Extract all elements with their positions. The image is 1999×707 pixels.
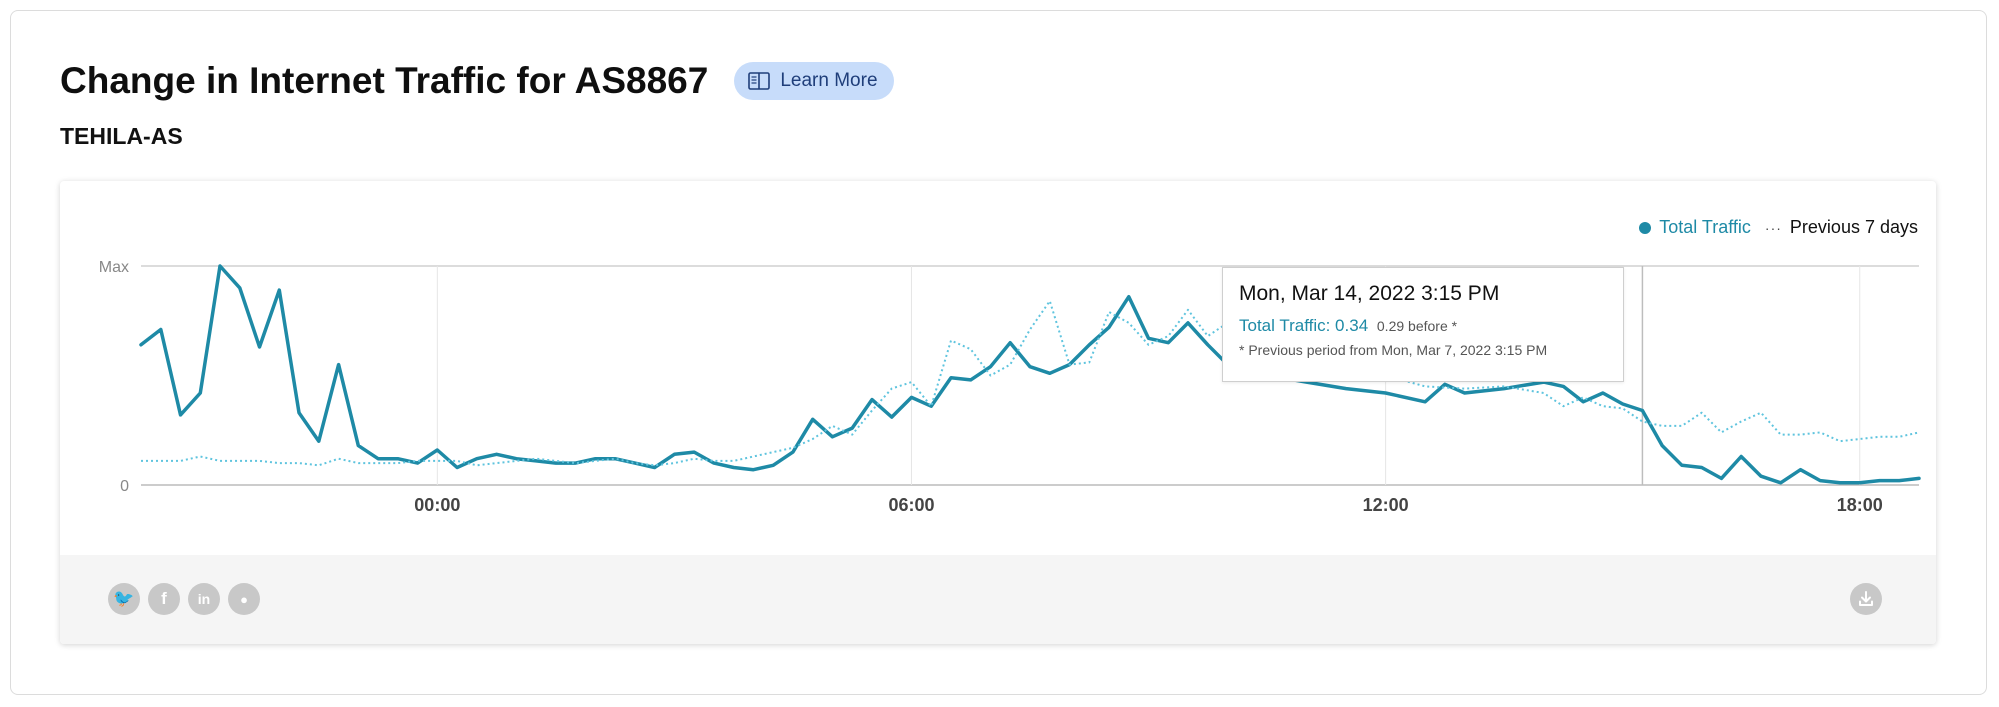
tooltip-date: Mon, Mar 14, 2022 3:15 PM (1239, 282, 1500, 305)
learn-more-label: Learn More (780, 70, 878, 91)
chart-legend: Total Traffic ··· Previous 7 days (1639, 217, 1918, 238)
x-tick-label: 00:00 (414, 495, 460, 515)
linkedin-share-icon[interactable]: in (188, 583, 220, 615)
y-tick-label-zero: 0 (120, 478, 129, 495)
twitter-share-icon[interactable]: 🐦 (108, 583, 140, 615)
chart-card: Total Traffic ··· Previous 7 days 00:00 0… (60, 181, 1936, 644)
tooltip-value: Total Traffic: 0.34 (1239, 316, 1369, 335)
chart-axis-labels: 00:00 06:00 12:00 18:00 0 Max (99, 259, 1883, 515)
download-glyph (1859, 591, 1873, 606)
title-row: Change in Internet Traffic for AS8867 Le… (60, 60, 894, 102)
legend-previous-7-days[interactable]: Previous 7 days (1789, 217, 1918, 237)
traffic-chart[interactable]: 00:00 06:00 12:00 18:00 0 Max (60, 181, 1936, 555)
page-title: Change in Internet Traffic for AS8867 (60, 60, 709, 101)
chart-footer: 🐦 f in ● (60, 555, 1936, 644)
tooltip-value-line: Total Traffic: 0.34 0.29 before * (1239, 316, 1607, 336)
y-tick-label-max: Max (99, 259, 129, 276)
x-tick-label: 12:00 (1363, 495, 1409, 515)
network-name: TEHILA-AS (60, 123, 183, 149)
download-icon[interactable] (1850, 583, 1882, 615)
learn-more-button[interactable]: Learn More (734, 62, 894, 100)
total-traffic-legend-dot (1639, 221, 1652, 234)
legend-total-traffic[interactable]: Total Traffic (1659, 217, 1751, 237)
chart-series (139, 264, 1921, 485)
facebook-share-icon[interactable]: f (148, 583, 180, 615)
total-traffic-line (139, 264, 1921, 485)
previous-legend-marker: ··· (1764, 219, 1782, 236)
previous-7-days-line (141, 300, 1920, 467)
reddit-share-icon[interactable]: ● (228, 583, 260, 615)
tooltip-footnote: * Previous period from Mon, Mar 7, 2022 … (1239, 342, 1548, 358)
chart-tooltip: Mon, Mar 14, 2022 3:15 PM Total Traffic:… (1222, 267, 1624, 382)
chart-grid (141, 265, 1919, 486)
x-tick-label: 06:00 (888, 495, 934, 515)
tooltip-before: 0.29 before * (1376, 318, 1458, 334)
x-tick-label: 18:00 (1837, 495, 1883, 515)
book-icon (748, 72, 771, 90)
